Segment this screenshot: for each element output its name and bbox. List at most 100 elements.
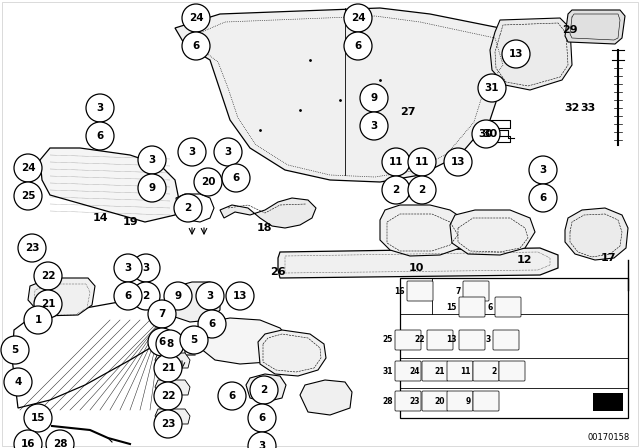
Circle shape [472, 120, 500, 148]
Circle shape [182, 4, 210, 32]
Text: 3: 3 [142, 263, 150, 273]
Text: 6: 6 [228, 391, 236, 401]
Circle shape [222, 164, 250, 192]
Polygon shape [450, 210, 535, 255]
Circle shape [382, 148, 410, 176]
FancyBboxPatch shape [395, 361, 421, 381]
Polygon shape [155, 409, 190, 424]
Polygon shape [220, 198, 316, 228]
Text: 28: 28 [382, 396, 393, 405]
Circle shape [164, 282, 192, 310]
Text: 6: 6 [209, 319, 216, 329]
Text: 18: 18 [256, 223, 272, 233]
Text: 22: 22 [415, 336, 425, 345]
FancyBboxPatch shape [473, 391, 499, 411]
Text: 24: 24 [189, 13, 204, 23]
Circle shape [132, 254, 160, 282]
Polygon shape [12, 300, 168, 408]
Text: 23: 23 [161, 419, 175, 429]
FancyBboxPatch shape [459, 330, 485, 350]
Circle shape [360, 84, 388, 112]
Text: 7: 7 [456, 287, 461, 296]
Circle shape [86, 94, 114, 122]
Text: 21: 21 [435, 366, 445, 375]
Text: 13: 13 [447, 336, 457, 345]
Text: 4: 4 [14, 377, 22, 387]
Text: 11: 11 [461, 366, 471, 375]
Text: 29: 29 [562, 25, 578, 35]
Polygon shape [168, 282, 220, 322]
Bar [593, 393, 623, 411]
Text: 24: 24 [351, 13, 365, 23]
Text: 12: 12 [516, 255, 532, 265]
Circle shape [408, 148, 436, 176]
Text: 3: 3 [188, 147, 196, 157]
Text: 30: 30 [479, 129, 493, 139]
Text: 11: 11 [415, 157, 429, 167]
Text: 13: 13 [233, 291, 247, 301]
Circle shape [154, 382, 182, 410]
Text: 2: 2 [392, 185, 399, 195]
Text: 31: 31 [383, 366, 393, 375]
Text: 2: 2 [492, 366, 497, 375]
Text: 3: 3 [259, 441, 266, 448]
Text: 20: 20 [435, 396, 445, 405]
Text: 28: 28 [52, 439, 67, 448]
Circle shape [148, 300, 176, 328]
Circle shape [194, 168, 222, 196]
Text: 3: 3 [225, 147, 232, 157]
Circle shape [154, 410, 182, 438]
Text: 2: 2 [260, 385, 268, 395]
Text: 15: 15 [31, 413, 45, 423]
Text: 15: 15 [447, 302, 457, 311]
Text: 11: 11 [388, 157, 403, 167]
Polygon shape [246, 374, 286, 402]
FancyBboxPatch shape [395, 330, 421, 350]
Circle shape [250, 376, 278, 404]
Text: 1: 1 [35, 315, 42, 325]
FancyBboxPatch shape [459, 297, 485, 317]
Circle shape [214, 138, 242, 166]
Circle shape [138, 174, 166, 202]
FancyBboxPatch shape [463, 281, 489, 301]
Text: 3: 3 [97, 103, 104, 113]
Text: 3: 3 [148, 155, 156, 165]
Text: 3: 3 [486, 336, 491, 345]
Circle shape [154, 354, 182, 382]
Text: 6: 6 [355, 41, 362, 51]
Circle shape [138, 146, 166, 174]
Text: 33: 33 [580, 103, 596, 113]
Circle shape [226, 282, 254, 310]
Text: 2: 2 [142, 291, 150, 301]
Circle shape [178, 138, 206, 166]
Circle shape [34, 262, 62, 290]
Text: 23: 23 [410, 396, 420, 405]
Circle shape [344, 32, 372, 60]
Text: 6: 6 [97, 131, 104, 141]
FancyBboxPatch shape [473, 361, 499, 381]
Text: 9: 9 [175, 291, 182, 301]
FancyBboxPatch shape [427, 330, 453, 350]
Text: 22: 22 [41, 271, 55, 281]
Text: 22: 22 [161, 391, 175, 401]
Text: 6: 6 [488, 302, 493, 311]
Polygon shape [380, 205, 468, 256]
Text: 3: 3 [371, 121, 378, 131]
Polygon shape [155, 353, 190, 368]
Text: 6: 6 [232, 173, 239, 183]
Circle shape [174, 194, 202, 222]
Circle shape [408, 176, 436, 204]
Polygon shape [40, 148, 180, 222]
Text: 30: 30 [483, 129, 498, 139]
FancyBboxPatch shape [499, 361, 525, 381]
Circle shape [14, 430, 42, 448]
Circle shape [196, 282, 224, 310]
Text: 3: 3 [206, 291, 214, 301]
Text: 21: 21 [41, 299, 55, 309]
Circle shape [180, 326, 208, 354]
Polygon shape [28, 278, 95, 316]
Polygon shape [258, 330, 326, 376]
Circle shape [14, 182, 42, 210]
FancyBboxPatch shape [447, 361, 473, 381]
Text: 6: 6 [193, 41, 200, 51]
